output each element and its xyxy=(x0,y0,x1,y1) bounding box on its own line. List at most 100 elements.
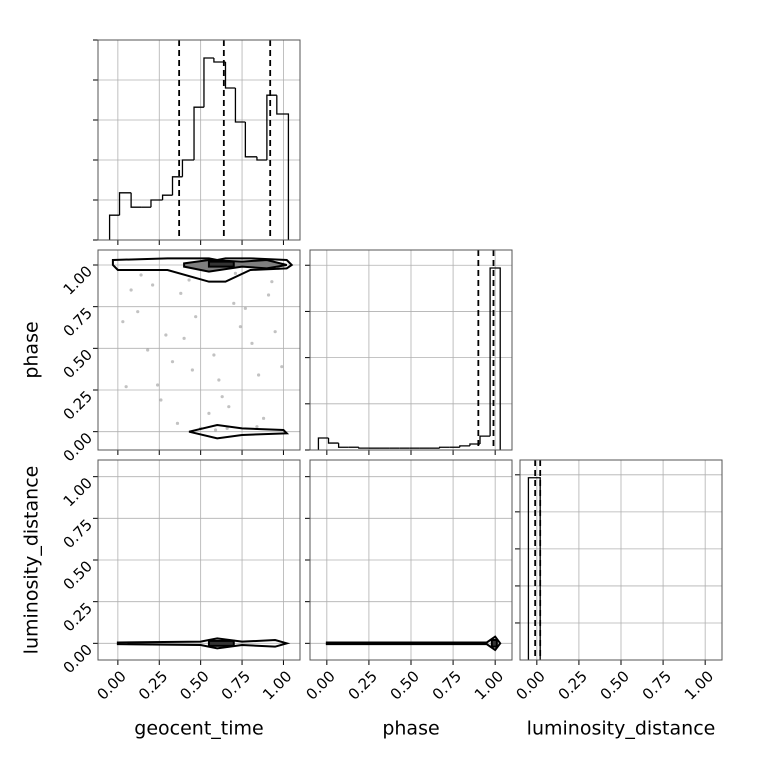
x-tick-label: 0.75 xyxy=(429,667,465,703)
sample-point xyxy=(225,426,229,430)
x-tick-label: 0.00 xyxy=(512,667,548,703)
histogram-bin xyxy=(244,122,257,158)
contour xyxy=(111,257,294,283)
sample-point xyxy=(243,306,247,310)
x-tick-label: 0.75 xyxy=(639,667,675,703)
x-tick-label: 0.25 xyxy=(345,667,381,703)
x-tick-label: 0.50 xyxy=(597,667,633,703)
sample-point xyxy=(129,288,133,292)
histogram-bin xyxy=(171,176,183,196)
sample-point xyxy=(121,320,125,324)
panel xyxy=(305,249,513,455)
y-tick-label: 0.75 xyxy=(60,516,96,552)
sample-point xyxy=(213,428,218,432)
histogram-bin xyxy=(150,199,163,208)
x-tick-label: 0.00 xyxy=(302,667,338,703)
sample-point xyxy=(146,348,150,352)
histogram-bin xyxy=(193,106,204,160)
histogram-bin xyxy=(224,62,236,89)
histogram-bin xyxy=(469,443,481,446)
y-tick-label: 0.00 xyxy=(60,641,96,677)
histogram-bin xyxy=(256,156,267,161)
contour xyxy=(490,639,498,648)
histogram-bin xyxy=(317,437,329,450)
y-tick-label: 0.50 xyxy=(60,346,96,382)
histogram-bin xyxy=(130,192,142,208)
y-tick-label: 0.50 xyxy=(60,557,96,593)
panel: 0.00 0.25 0.50 0.75 1.000.000.250.500.751.00… xyxy=(21,459,301,740)
sample-point xyxy=(232,301,236,305)
sample-point xyxy=(261,416,266,420)
histogram-bin xyxy=(203,57,214,108)
x-tick-label: 1.00 xyxy=(681,667,717,703)
histogram-bin xyxy=(438,446,450,449)
contour xyxy=(207,260,235,268)
sample-point xyxy=(151,283,155,287)
sample-point xyxy=(156,383,160,387)
x-axis-label: luminosity_distance xyxy=(527,718,716,740)
histogram-bin xyxy=(266,94,277,160)
panel-frame xyxy=(519,459,723,661)
x-tick-label: 0.25 xyxy=(555,667,591,703)
histogram-bin xyxy=(234,88,246,123)
sample-point xyxy=(124,385,128,389)
y-tick-label: 1.00 xyxy=(60,474,96,510)
sample-point xyxy=(266,293,271,297)
y-tick-label: 0.25 xyxy=(60,599,96,635)
histogram-bin xyxy=(108,214,120,240)
x-tick-label: 0.00 xyxy=(94,667,130,703)
sample-point xyxy=(217,378,221,382)
panel: 0.00 0.25 0.50 0.75 1.00 phase xyxy=(21,249,301,465)
histogram-bin xyxy=(489,267,501,450)
histogram-bin xyxy=(181,159,195,177)
sample-point xyxy=(159,398,163,402)
y-tick-label: 1.00 xyxy=(60,262,96,298)
sample-point xyxy=(227,405,231,409)
sample-point xyxy=(139,273,143,277)
histogram-bin xyxy=(213,58,226,63)
histogram-bin xyxy=(118,192,132,216)
sample-point xyxy=(280,365,284,369)
y-tick-label: 0.25 xyxy=(60,387,96,423)
x-tick-label: 0.75 xyxy=(218,667,254,703)
x-axis-label: geocent_time xyxy=(134,718,263,740)
sample-point xyxy=(220,395,224,399)
sample-point xyxy=(170,360,175,364)
sample-point xyxy=(233,271,238,275)
histogram-bin xyxy=(337,443,349,448)
contour xyxy=(207,639,235,647)
sample-point xyxy=(194,315,198,319)
sample-point xyxy=(175,421,180,425)
y-tick-label: 0.00 xyxy=(60,429,96,465)
histogram-bin xyxy=(479,435,491,444)
sample-point xyxy=(255,425,259,429)
sample-point xyxy=(212,353,216,357)
panel xyxy=(93,39,301,245)
y-axis-label: phase xyxy=(21,321,43,378)
x-tick-label: 0.50 xyxy=(387,667,423,703)
histogram-bin xyxy=(459,445,470,448)
histogram-bin xyxy=(327,437,339,444)
contour xyxy=(116,637,291,650)
sample-point xyxy=(187,278,191,282)
y-axis-label: luminosity_distance xyxy=(21,466,43,655)
histogram-bin xyxy=(161,194,173,200)
sample-point xyxy=(250,341,254,345)
x-tick-label: 1.00 xyxy=(471,667,507,703)
sample-point xyxy=(179,291,183,295)
panel-frame xyxy=(97,459,301,661)
panel: 0.00 0.25 0.50 0.75 1.00 luminosity_distance xyxy=(512,459,723,740)
sample-point xyxy=(270,280,274,284)
histogram-bin xyxy=(276,95,290,240)
sample-point xyxy=(190,368,194,372)
sample-point xyxy=(257,373,261,377)
sample-point xyxy=(136,310,140,314)
sample-point xyxy=(164,333,168,337)
x-tick-label: 0.25 xyxy=(135,667,171,703)
sample-point xyxy=(207,411,211,415)
panel-frame xyxy=(97,249,301,451)
x-tick-label: 0.50 xyxy=(176,667,212,703)
y-tick-label: 0.75 xyxy=(60,304,96,340)
